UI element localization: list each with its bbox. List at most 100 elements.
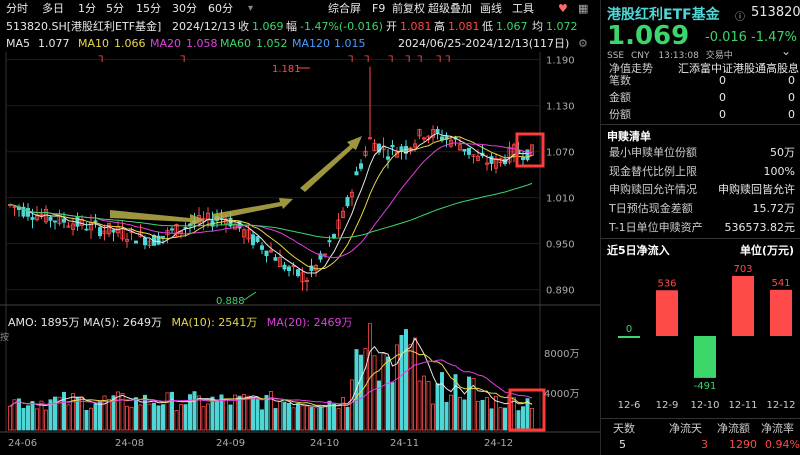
info-icon[interactable]: ⓘ [735,12,745,23]
volume-bar [282,401,287,431]
candle-body [376,143,381,153]
period-tab-7[interactable]: 60分 [208,2,233,15]
subscribe-key-4: T日预估现金差额 [609,202,693,215]
candle-body [390,144,395,148]
period-tab-1[interactable]: 分时 [6,2,28,15]
candle-body [12,206,17,209]
stat-row-1: 笔数 0 0 [601,72,800,89]
ma5-value: 1.077 [38,37,70,50]
volume-bar [75,397,80,431]
ma120-name: MA120 [292,37,331,50]
candle-body [331,233,336,239]
volume-bar [169,391,174,431]
event-marker: ᒣ [388,55,394,65]
candle-body [430,129,435,138]
stat-row-2: 金额 0 0 [601,89,800,106]
highlight-box-price [515,132,545,168]
period-tab-3[interactable]: 1分 [78,2,96,15]
volume-bar [345,406,350,431]
volume-bar [125,405,130,431]
volume-bar [385,356,390,431]
period-tab-6[interactable]: 30分 [172,2,197,15]
event-marker: ᒣ [436,55,442,65]
flow-label: -491 [694,381,717,392]
flow-bar [656,290,678,336]
footer-header-flow-rate: 净流率 [761,422,794,435]
heart-icon[interactable]: ♥ [558,2,568,15]
date-tick: 24-11 [390,438,419,449]
candle-body [183,226,188,229]
candle-body [493,158,498,169]
volume-bar [394,344,399,431]
candle-body [71,223,76,230]
candle-body [21,206,26,217]
price-tick: 0.890 [546,286,575,297]
menu-item-3[interactable]: 前复权 [392,2,425,15]
volume-bar [241,394,246,431]
low-annotation-line [243,291,257,301]
settings-gear-icon[interactable]: ⚙ [578,37,588,50]
fund-manager-row[interactable]: 净值走势 汇添富中证港股通高股息 [601,60,800,77]
volume-bar [376,380,381,431]
candle-body [435,128,440,134]
menu-item-4[interactable]: 超级叠加 [428,2,472,15]
subscribe-key-1: 最小申赎单位份额 [609,146,697,159]
date-tick: 24-08 [115,438,144,449]
date-range: 2024/06/25-2024/12/13(117日) [398,37,570,50]
volume-bar [192,391,197,431]
period-tab-4[interactable]: 5分 [106,2,124,15]
date-tick: 24-10 [310,438,339,449]
volume-bar [340,396,345,431]
menu-item-2[interactable]: F9 [372,2,386,15]
volume-bar [318,407,323,431]
candle-body [412,143,417,148]
ma120-value: 1.015 [334,37,366,50]
candle-body [282,264,287,270]
flow-category: 12-6 [618,400,641,411]
volume-bar [138,404,143,431]
candle-body [53,220,58,223]
volume-bar [502,407,507,431]
candle-body [475,155,480,161]
price-chart-svg[interactable]: 1.190 1.130 1.070 1.010 0.950 0.890 1.181 0.8… [0,52,600,455]
period-more-icon[interactable]: ▾ [248,3,254,14]
candle-body [62,218,67,223]
price-change-pct: -1.47% [751,30,797,45]
volume-bar [250,396,255,431]
volume-bar [142,394,147,431]
flow-unit: 单位(万元) [739,244,794,257]
volume-bar [291,407,296,431]
volume-bar [48,399,53,431]
period-tab-5[interactable]: 15分 [136,2,161,15]
volume-bar [201,406,206,431]
menu-item-6[interactable]: 工具 [512,2,534,15]
grid-icon[interactable]: ▦ [578,2,589,15]
stat-val2-1: 0 [788,74,795,87]
volume-bar [62,391,67,431]
candle-body [48,216,53,221]
volume-axis-8000: 8000万 [544,349,579,360]
volume-bar [313,407,318,431]
divider [601,238,800,239]
chevron-down-icon[interactable]: ⌄ [781,44,792,58]
candle-body [255,236,260,243]
ma60-line [9,182,533,239]
volume-bar [165,392,170,431]
volume-bar [84,409,89,431]
volume-bar [25,405,30,431]
period-tab-2[interactable]: 多日 [42,2,64,15]
volume-bar [156,405,161,431]
menu-item-1[interactable]: 综合屏 [328,2,361,15]
trade-meta: SSE CNY 13:13:08 交易中 [607,48,733,61]
volume-bar [304,405,309,431]
arrow-3 [300,136,362,192]
candle-body [466,147,471,155]
volume-bar [331,403,336,431]
menu-item-5[interactable]: 画线 [480,2,502,15]
candle-body [322,253,327,256]
date-tick: 24-09 [216,438,245,449]
volume-bar [295,403,300,431]
footer-header-flow-amount: 净流额 [717,422,750,435]
candle-body [156,235,161,245]
kline-chart-area[interactable]: 分时 多日 1分 5分 15分 30分 60分 ▾ 综合屏 F9 前复权 超级叠… [0,0,600,455]
